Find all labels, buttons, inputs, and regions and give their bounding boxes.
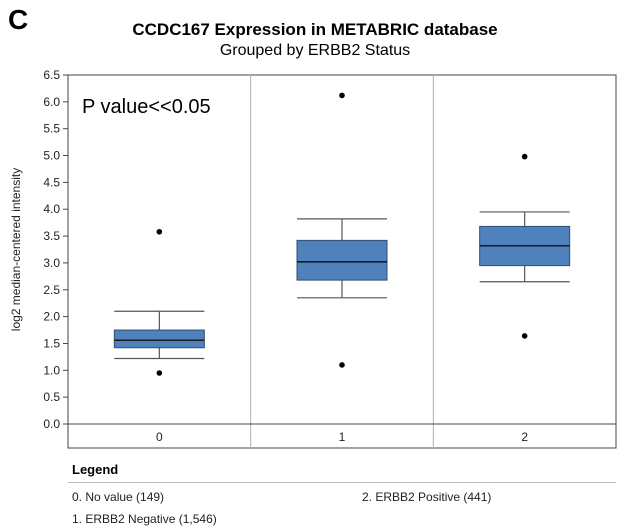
y-tick-label: 3.5 bbox=[43, 229, 60, 243]
y-tick-label: 4.5 bbox=[43, 175, 60, 189]
chart-subtitle: Grouped by ERBB2 Status bbox=[219, 42, 411, 59]
x-tick-label: 1 bbox=[339, 430, 346, 444]
panel-letter: C bbox=[8, 4, 29, 35]
y-tick-label: 6.0 bbox=[43, 95, 60, 109]
outlier-point bbox=[156, 228, 163, 235]
y-tick-label: 0.0 bbox=[43, 417, 60, 431]
y-tick-label: 2.5 bbox=[43, 283, 60, 297]
y-tick-label: 0.5 bbox=[43, 390, 60, 404]
box-iqr bbox=[113, 329, 205, 349]
legend-entry-0: 0. No value (149) bbox=[72, 490, 165, 504]
y-tick-label: 1.5 bbox=[43, 336, 60, 350]
chart-title: CCDC167 Expression in METABRIC database bbox=[132, 20, 498, 39]
legend-divider bbox=[68, 482, 616, 483]
y-tick-label: 1.0 bbox=[43, 363, 60, 377]
y-tick-label: 4.0 bbox=[43, 202, 60, 216]
legend-entry-1: 1. ERBB2 Negative (1,546) bbox=[72, 512, 217, 526]
y-tick-label: 3.0 bbox=[43, 256, 60, 270]
outlier-point bbox=[521, 333, 528, 339]
legend-title: Legend bbox=[72, 462, 119, 477]
boxplot-chart: 0.0 0.5 1.0 1.5 2.0 2.5 3.0 3.5 4.0 4.5 5.0 5.5 6.0 6… bbox=[9, 68, 617, 449]
y-tick-label: 2.0 bbox=[43, 310, 60, 324]
y-axis-label: log2 median-centered intensity bbox=[9, 168, 23, 331]
outlier-point bbox=[339, 362, 345, 368]
outlier-point bbox=[521, 153, 528, 160]
legend-entry-2: 2. ERBB2 Positive (441) bbox=[362, 490, 492, 504]
y-tick-label: 5.0 bbox=[43, 149, 60, 163]
x-tick-label: 2 bbox=[521, 430, 528, 444]
y-tick-label: 6.5 bbox=[43, 68, 60, 82]
x-tick-label: 0 bbox=[156, 430, 163, 444]
box-iqr bbox=[296, 239, 388, 281]
outlier-point bbox=[339, 92, 345, 99]
outlier-point bbox=[156, 370, 163, 376]
p-value-annotation: P value<<0.05 bbox=[82, 96, 211, 118]
plot-frame bbox=[67, 74, 617, 449]
y-tick-label: 5.5 bbox=[43, 122, 60, 136]
